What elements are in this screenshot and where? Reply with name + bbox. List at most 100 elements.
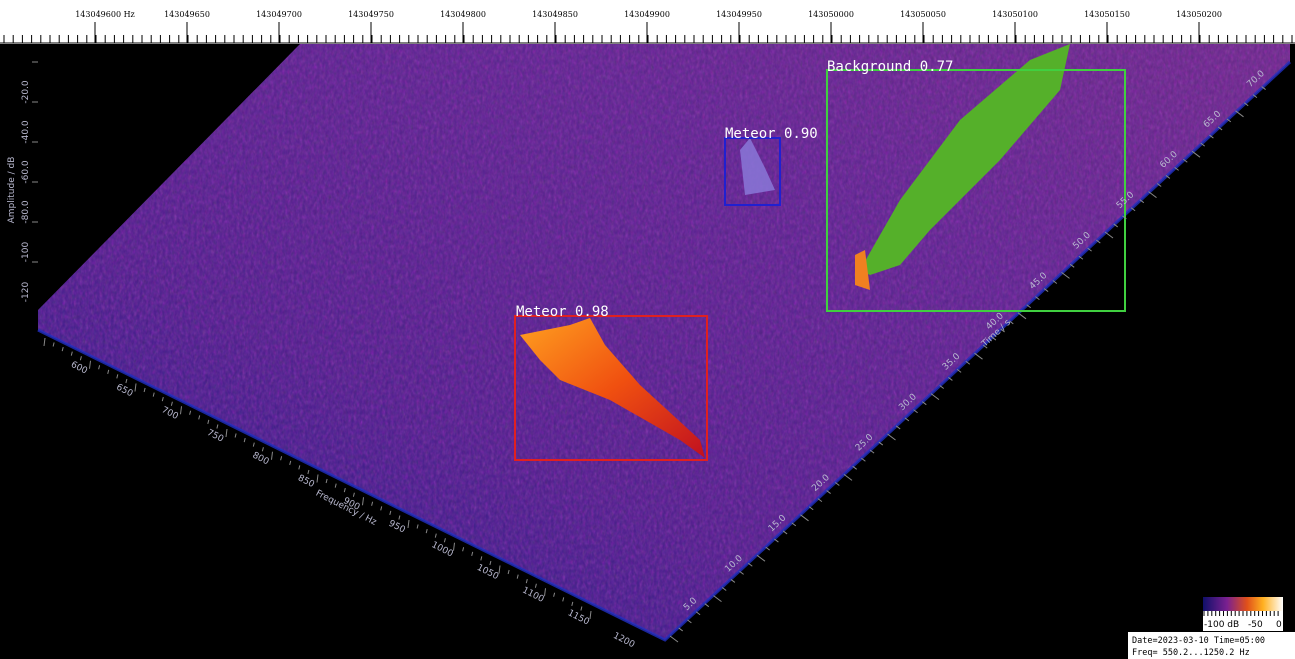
- frequency-tick: [125, 378, 128, 384]
- time-tick: [1156, 183, 1162, 187]
- time-tick: [921, 401, 927, 406]
- surface-edge: [37, 60, 1292, 642]
- detection-box: [724, 137, 781, 206]
- frequency-tick: [43, 337, 46, 347]
- time-tick: [1200, 142, 1205, 147]
- frequency-tick: [334, 483, 337, 488]
- top-scale-label: 143049750: [348, 10, 394, 19]
- time-tick: [843, 473, 853, 481]
- time-tick: [904, 417, 910, 422]
- time-tick: [1217, 126, 1223, 131]
- time-tick: [1052, 280, 1058, 284]
- frequency-tick: [471, 551, 474, 556]
- time-tick: [913, 409, 918, 414]
- frequency-tick: [343, 488, 346, 493]
- time-tick: [974, 352, 983, 360]
- time-tick: [965, 360, 971, 365]
- time-tick: [695, 611, 701, 616]
- top-scale-label: 143050150: [1084, 10, 1130, 19]
- frequency-tick: [198, 415, 201, 420]
- time-tick: [1104, 231, 1114, 239]
- time-tick: [1026, 304, 1031, 309]
- time-tick: [1017, 312, 1027, 320]
- frequency-tick: [261, 447, 264, 452]
- time-tick: [1043, 288, 1049, 292]
- time-tick: [808, 506, 814, 511]
- time-tick: [1069, 263, 1075, 268]
- time-tick: [1252, 94, 1258, 99]
- time-tick: [1061, 271, 1070, 279]
- time-tick: [1191, 150, 1201, 158]
- time-tick: [1130, 207, 1136, 212]
- amplitude-label: -80.0: [21, 200, 31, 224]
- top-scale-label: 143050100: [992, 10, 1038, 19]
- top-scale-label: 143050050: [900, 10, 946, 19]
- time-tick: [765, 546, 771, 551]
- time-tick: [1226, 118, 1232, 123]
- frequency-tick: [462, 547, 465, 552]
- frequency-tick: [143, 387, 146, 393]
- amplitude-label: -120: [21, 282, 31, 303]
- frequency-label: 750: [205, 428, 225, 445]
- detection-label: Background 0.77: [827, 59, 953, 75]
- frequency-tick: [516, 574, 519, 579]
- frequency-tick: [61, 346, 64, 352]
- time-tick: [817, 498, 823, 503]
- time-tick: [1078, 255, 1084, 260]
- frequency-tick: [152, 392, 155, 397]
- time-tick: [747, 562, 753, 567]
- frequency-tick: [498, 565, 501, 574]
- color-scale-label: 0: [1276, 620, 1282, 630]
- frequency-tick: [407, 519, 410, 529]
- time-tick: [730, 579, 736, 583]
- frequency-tick: [271, 451, 273, 460]
- meteor-trace: [520, 318, 705, 458]
- frequency-tick: [453, 542, 455, 551]
- time-tick: [887, 433, 896, 441]
- time-tick: [1087, 247, 1092, 252]
- frequency-tick: [425, 528, 428, 534]
- top-scale-label: 143049850: [532, 10, 578, 19]
- time-tick: [756, 554, 766, 562]
- frequency-tick: [571, 601, 574, 607]
- frequency-tick: [507, 569, 510, 575]
- frequency-tick: [307, 469, 310, 475]
- frequency-tick: [243, 437, 246, 443]
- frequency-tick: [252, 442, 255, 447]
- frequency-tick: [98, 365, 101, 370]
- frequency-tick: [562, 597, 565, 602]
- time-tick: [1209, 134, 1214, 139]
- info-text: Freq= 550.2...1250.2 Hz: [1132, 648, 1250, 658]
- frequency-label: 650: [114, 383, 134, 400]
- amplitude-label: -40.0: [21, 120, 31, 144]
- time-tick: [826, 490, 831, 494]
- top-scale-ticks: [3, 22, 1293, 43]
- time-tick: [878, 441, 884, 446]
- frequency-tick: [280, 456, 283, 461]
- frequency-label: 600: [69, 360, 89, 377]
- time-tick: [948, 377, 953, 381]
- frequency-tick: [371, 501, 374, 506]
- frequency-tick: [416, 524, 419, 529]
- time-tick: [791, 522, 797, 527]
- frequency-tick: [89, 360, 91, 369]
- frequency-tick: [325, 478, 328, 484]
- time-tick: [800, 514, 809, 522]
- time-tick: [852, 465, 858, 470]
- time-tick: [774, 538, 779, 543]
- time-tick: [930, 393, 940, 401]
- time-tick: [1096, 239, 1101, 244]
- meteor-trace: [740, 138, 775, 195]
- frequency-tick: [389, 510, 392, 516]
- time-tick: [991, 336, 997, 341]
- frequency-label: 1000: [430, 540, 455, 559]
- time-tick: [739, 570, 744, 575]
- time-tick: [982, 344, 988, 349]
- frequency-tick: [170, 401, 173, 406]
- time-tick: [782, 530, 788, 535]
- time-tick: [1174, 166, 1179, 171]
- top-scale-label: 143049650: [164, 10, 210, 19]
- time-tick: [869, 449, 875, 454]
- time-tick: [1148, 191, 1157, 199]
